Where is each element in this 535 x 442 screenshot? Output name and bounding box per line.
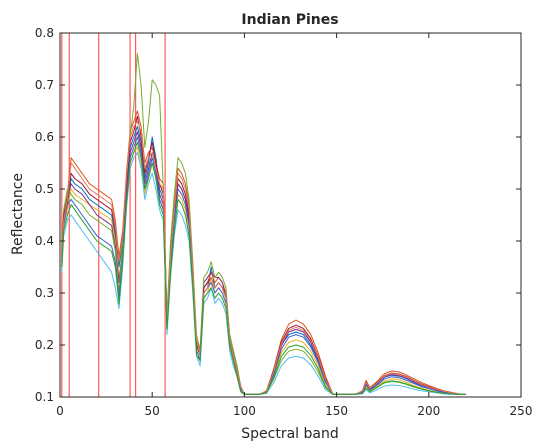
- y-tick-label: 0.3: [35, 286, 54, 300]
- y-tick-label: 0.5: [35, 182, 54, 196]
- series-line-4: [61, 53, 466, 395]
- y-axis: 0.1 0.2 0.3 0.4 0.5 0.6 0.7 0.8: [35, 26, 521, 404]
- y-tick-label: 0.2: [35, 338, 54, 352]
- series-line-8: [61, 120, 466, 395]
- x-tick-label: 200: [417, 404, 440, 418]
- x-axis-label: Spectral band: [241, 426, 338, 442]
- y-tick-label: 0.1: [35, 390, 54, 404]
- chart-title: Indian Pines: [241, 12, 338, 28]
- y-tick-label: 0.8: [35, 26, 54, 40]
- y-axis-label: Reflectance: [10, 173, 26, 255]
- x-tick-label: 150: [325, 404, 348, 418]
- y-tick-label: 0.7: [35, 78, 54, 92]
- x-tick-label: 250: [510, 404, 533, 418]
- series-line-5: [61, 152, 466, 395]
- y-tick-label: 0.4: [35, 234, 54, 248]
- y-tick-label: 0.6: [35, 130, 54, 144]
- series-line-9: [61, 141, 466, 395]
- series-lines: [61, 53, 466, 395]
- vertical-markers: [61, 33, 166, 397]
- axes-box: [59, 32, 522, 398]
- x-tick-label: 50: [145, 404, 160, 418]
- x-tick-label: 0: [56, 404, 64, 418]
- x-axis: 0 50 100 150 200 250: [56, 33, 532, 418]
- x-tick-label: 100: [233, 404, 256, 418]
